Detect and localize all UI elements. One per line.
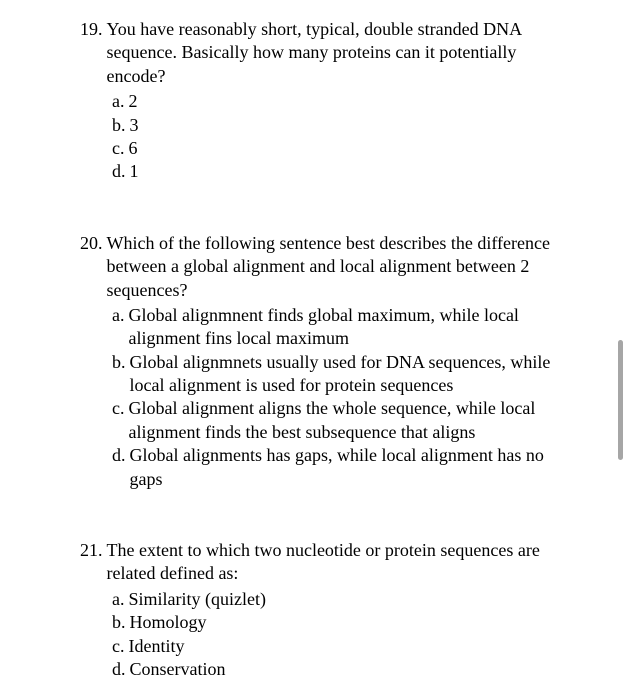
option-text: Global alignment aligns the whole sequen…: [129, 397, 554, 444]
question-number: 21.: [80, 539, 103, 586]
option-text: Global alignmnets usually used for DNA s…: [130, 351, 554, 398]
options-list: a. 2 b. 3 c. 6 d. 1: [80, 90, 553, 184]
option-letter: c.: [112, 397, 125, 444]
option-text: Global alignmnent finds global maximum, …: [129, 304, 554, 351]
option-letter: d.: [112, 444, 126, 491]
question-text: 21. The extent to which two nucleotide o…: [80, 539, 553, 586]
option-letter: a.: [112, 304, 125, 351]
option-a: a. Global alignmnent finds global maximu…: [112, 304, 553, 351]
question-text: 19. You have reasonably short, typical, …: [80, 18, 553, 88]
question-21: 21. The extent to which two nucleotide o…: [80, 539, 553, 681]
question-number: 19.: [80, 18, 103, 88]
options-list: a. Global alignmnent finds global maximu…: [80, 304, 553, 491]
options-list: a. Similarity (quizlet) b. Homology c. I…: [80, 588, 553, 682]
option-text: Identity: [129, 635, 554, 658]
question-19: 19. You have reasonably short, typical, …: [80, 18, 553, 184]
option-d: d. Global alignments has gaps, while loc…: [112, 444, 553, 491]
option-letter: a.: [112, 90, 125, 113]
option-text: Similarity (quizlet): [129, 588, 554, 611]
option-c: c. Global alignment aligns the whole seq…: [112, 397, 553, 444]
option-text: Homology: [130, 611, 554, 634]
option-d: d. Conservation: [112, 658, 553, 681]
option-b: b. 3: [112, 114, 553, 137]
option-b: b. Homology: [112, 611, 553, 634]
question-body: Which of the following sentence best des…: [107, 232, 554, 302]
question-body: You have reasonably short, typical, doub…: [107, 18, 554, 88]
question-number: 20.: [80, 232, 103, 302]
option-letter: b.: [112, 114, 126, 137]
option-b: b. Global alignmnets usually used for DN…: [112, 351, 553, 398]
option-text: 6: [129, 137, 554, 160]
option-letter: b.: [112, 351, 126, 398]
option-d: d. 1: [112, 160, 553, 183]
question-body: The extent to which two nucleotide or pr…: [107, 539, 554, 586]
option-c: c. 6: [112, 137, 553, 160]
option-letter: d.: [112, 658, 126, 681]
option-letter: d.: [112, 160, 126, 183]
option-c: c. Identity: [112, 635, 553, 658]
question-text: 20. Which of the following sentence best…: [80, 232, 553, 302]
option-letter: a.: [112, 588, 125, 611]
option-a: a. Similarity (quizlet): [112, 588, 553, 611]
option-text: 3: [130, 114, 554, 137]
option-text: Global alignments has gaps, while local …: [130, 444, 554, 491]
option-text: 2: [129, 90, 554, 113]
scrollbar-thumb[interactable]: [618, 340, 623, 460]
option-a: a. 2: [112, 90, 553, 113]
question-20: 20. Which of the following sentence best…: [80, 232, 553, 491]
option-text: 1: [130, 160, 554, 183]
option-letter: c.: [112, 635, 125, 658]
option-text: Conservation: [130, 658, 554, 681]
option-letter: b.: [112, 611, 126, 634]
option-letter: c.: [112, 137, 125, 160]
